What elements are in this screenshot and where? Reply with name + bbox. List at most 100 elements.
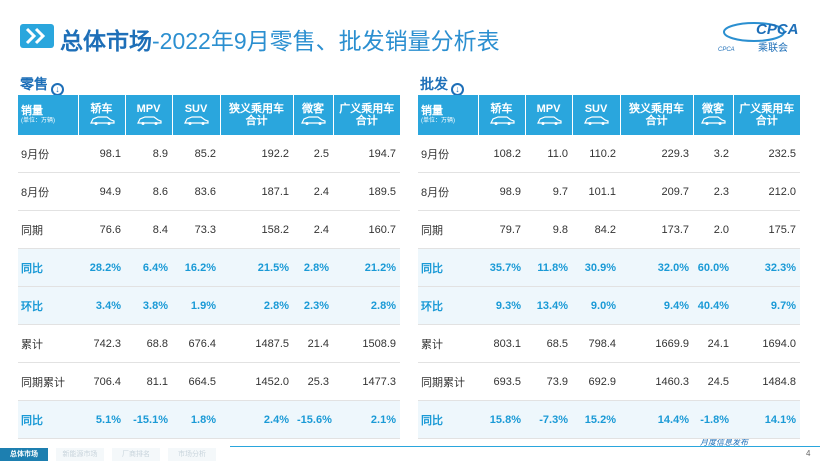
cell: 32.0% <box>620 248 693 287</box>
table-row: 9月份 98.1 8.9 85.2 192.2 2.5 194.7 <box>18 135 400 173</box>
table-row: 环比 3.4% 3.8% 1.9% 2.8% 2.3% 2.8% <box>18 286 400 325</box>
data-table: 销量 (单位：万辆) 轿车 MPV SUV 狭义乘用车 合计 微客 广义乘用车 合计 9月份 98.1… <box>18 95 400 439</box>
cell: 209.7 <box>620 172 693 211</box>
cell: 1.8% <box>172 400 220 439</box>
cell: 76.6 <box>78 210 125 249</box>
footer-tab: 厂商排名 <box>112 448 160 461</box>
cell: 1460.3 <box>620 362 693 401</box>
cell: 30.9% <box>572 248 620 287</box>
cell: -15.6% <box>293 400 333 439</box>
cell: 9.0% <box>572 286 620 325</box>
cell: 706.4 <box>78 362 125 401</box>
row-label: 8月份 <box>418 172 478 211</box>
footer-brand: 月度信息发布 <box>700 438 748 447</box>
cell: 32.3% <box>733 248 800 287</box>
row-label: 同期累计 <box>18 362 78 401</box>
cell: 2.3 <box>693 172 733 211</box>
car-icon <box>89 115 115 125</box>
car-icon <box>489 115 515 125</box>
cell: 9.8 <box>525 210 572 249</box>
cell: 101.1 <box>572 172 620 211</box>
cell: 212.0 <box>733 172 800 211</box>
cell: -7.3% <box>525 400 572 439</box>
cell: 232.5 <box>733 135 800 173</box>
corner-cell: 销量 (单位：万辆) <box>18 95 78 135</box>
cell: 3.2 <box>693 135 733 173</box>
logo-mark: CPCA <box>718 47 735 53</box>
column-header: 广义乘用车 合计 <box>732 95 800 135</box>
row-label: 累计 <box>18 324 78 363</box>
column-header-line: 广义乘用车 <box>339 103 395 115</box>
table-row: 9月份 108.2 11.0 110.2 229.3 3.2 232.5 <box>418 135 800 173</box>
cell: 189.5 <box>333 172 400 211</box>
cell: 28.2% <box>78 248 125 287</box>
row-label: 同比 <box>418 400 478 439</box>
row-label: 同期累计 <box>418 362 478 401</box>
cell: 98.1 <box>78 135 125 173</box>
cell: 84.2 <box>572 210 620 249</box>
cell: 2.4 <box>293 172 333 211</box>
table-row: 同期累计 693.5 73.9 692.9 1460.3 24.5 1484.8 <box>418 362 800 401</box>
column-header-line: 狭义乘用车 <box>629 103 684 115</box>
table-row: 累计 803.1 68.5 798.4 1669.9 24.1 1694.0 <box>418 324 800 363</box>
cell: 8.9 <box>125 135 172 173</box>
column-header-line: 轿车 <box>490 102 513 115</box>
column-header: 轿车 <box>77 95 125 135</box>
column-header: SUV <box>571 95 620 135</box>
column-header: SUV <box>171 95 220 135</box>
footer-tab: 新能源市场 <box>56 448 104 461</box>
row-label: 环比 <box>418 286 478 325</box>
section-title: 零售 ↓ <box>20 74 64 96</box>
cell: 21.2% <box>333 248 400 287</box>
cell: 229.3 <box>620 135 693 173</box>
cell: 16.2% <box>172 248 220 287</box>
section-title: 批发 ↓ <box>420 74 464 96</box>
cell: 40.4% <box>693 286 733 325</box>
column-header-line: 合计 <box>645 115 668 127</box>
cell: 1508.9 <box>333 324 400 363</box>
table-row: 同期累计 706.4 81.1 664.5 1452.0 25.3 1477.3 <box>18 362 400 401</box>
table-row: 同比 5.1% -15.1% 1.8% 2.4% -15.6% 2.1% <box>18 400 400 439</box>
cell: 664.5 <box>172 362 220 401</box>
column-header-line: 微客 <box>302 102 324 115</box>
cell: 158.2 <box>220 210 293 249</box>
cell: 108.2 <box>478 135 525 173</box>
cell: 25.3 <box>293 362 333 401</box>
logo: CPCA 乘联会 CPCA <box>718 21 799 54</box>
cell: 8.4 <box>125 210 172 249</box>
title-rest: -2022年9月零售、批发销量分析表 <box>152 28 500 54</box>
column-header-line: 广义乘用车 <box>739 103 795 115</box>
row-label: 同期 <box>18 210 78 249</box>
row-label: 累计 <box>418 324 478 363</box>
cell: 24.5 <box>693 362 733 401</box>
cell: 68.5 <box>525 324 572 363</box>
cell: 21.5% <box>220 248 293 287</box>
corner-label: 销量 <box>421 105 443 117</box>
footer-tab: 市场分析 <box>168 448 216 461</box>
cell: 8.6 <box>125 172 172 211</box>
row-label: 同比 <box>18 248 78 287</box>
row-label: 同比 <box>418 248 478 287</box>
column-header: 轿车 <box>477 95 525 135</box>
table-row: 环比 9.3% 13.4% 9.0% 9.4% 40.4% 9.7% <box>418 286 800 325</box>
cell: 1487.5 <box>220 324 293 363</box>
column-header: MPV <box>524 95 572 135</box>
header-row: 销量 (单位：万辆) 轿车 MPV SUV 狭义乘用车 合计 微客 广义乘用车 合计 <box>418 95 800 135</box>
table-row: 8月份 94.9 8.6 83.6 187.1 2.4 189.5 <box>18 172 400 211</box>
row-label: 环比 <box>18 286 78 325</box>
cell: 98.9 <box>478 172 525 211</box>
cell: -15.1% <box>125 400 172 439</box>
table-row: 同比 28.2% 6.4% 16.2% 21.5% 2.8% 21.2% <box>18 248 400 287</box>
corner-unit: (单位：万辆) <box>21 118 55 124</box>
column-header-line: SUV <box>584 102 608 115</box>
section-label: 零售 <box>20 76 48 92</box>
cell: 79.7 <box>478 210 525 249</box>
cell: 2.4% <box>220 400 293 439</box>
cell: 2.3% <box>293 286 333 325</box>
cell: 5.1% <box>78 400 125 439</box>
cell: 1669.9 <box>620 324 693 363</box>
cell: 676.4 <box>172 324 220 363</box>
column-header: 微客 <box>692 95 733 135</box>
cell: 14.4% <box>620 400 693 439</box>
